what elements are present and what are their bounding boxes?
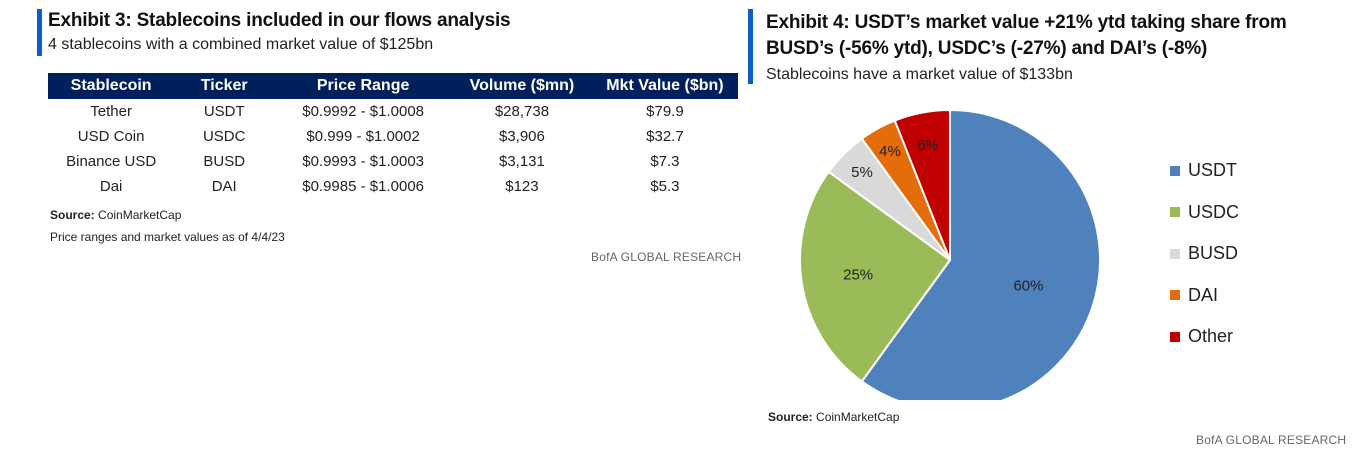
pie-slices [799, 108, 1101, 400]
left-exhibit-title: Exhibit 3: Stablecoins included in our f… [48, 10, 511, 31]
pie-label-usdt: 60% [1013, 277, 1043, 294]
cell-ticker: USDC [202, 128, 246, 145]
table-row: Binance USD BUSD $0.9993 - $1.0003 $3,13… [48, 149, 738, 174]
cell-price-range: $0.999 - $1.0002 [306, 128, 420, 145]
right-exhibit-title-line2: BUSD’s (-56% ytd), USDC’s (-27%) and DAI… [766, 38, 1208, 59]
cell-ticker: BUSD [203, 153, 246, 170]
legend-label: DAI [1188, 284, 1219, 305]
cell-stablecoin: Binance USD [66, 153, 157, 170]
legend-item-other: Other [1170, 316, 1239, 358]
legend-label: USDT [1188, 160, 1237, 181]
cell-volume: $3,906 [498, 128, 545, 145]
table-header-row: Stablecoin Ticker Price Range Volume ($m… [48, 73, 738, 99]
left-source: Source: CoinMarketCap [50, 208, 181, 222]
legend-swatch [1170, 248, 1180, 259]
table-row: Tether USDT $0.9992 - $1.0008 $28,738 $7… [48, 99, 738, 124]
cell-mkt-value: $7.3 [650, 153, 680, 170]
cell-mkt-value: $79.9 [646, 103, 684, 120]
legend-item-busd: BUSD [1170, 233, 1239, 275]
chart-legend: USDT USDC BUSD DAI Other [1170, 150, 1239, 358]
right-source: Source: CoinMarketCap [768, 410, 899, 424]
cell-price-range: $0.9992 - $1.0008 [302, 103, 425, 120]
left-source-label: Source: [50, 208, 95, 222]
cell-mkt-value: $5.3 [650, 178, 680, 195]
cell-price-range: $0.9993 - $1.0003 [302, 153, 425, 170]
col-header-stablecoin: Stablecoin [48, 73, 175, 99]
right-source-text: CoinMarketCap [816, 410, 900, 424]
pie-label-other: 6% [917, 137, 939, 154]
cell-mkt-value: $32.7 [646, 128, 684, 145]
legend-item-usdc: USDC [1170, 192, 1239, 234]
stablecoin-table: Stablecoin Ticker Price Range Volume ($m… [48, 73, 738, 199]
left-source-text: CoinMarketCap [98, 208, 182, 222]
legend-swatch [1170, 165, 1180, 176]
cell-stablecoin: Dai [99, 178, 123, 195]
cell-volume: $28,738 [494, 103, 550, 120]
pie-label-usdc: 25% [843, 267, 873, 284]
legend-swatch [1170, 207, 1180, 218]
right-bofa-credit: BofA GLOBAL RESEARCH [1196, 433, 1347, 447]
legend-swatch [1170, 331, 1180, 342]
pie-labels: 60% 25% 5% 4% 6% [843, 137, 1043, 294]
table-row: USD Coin USDC $0.999 - $1.0002 $3,906 $3… [48, 124, 738, 149]
cell-volume: $123 [505, 178, 539, 195]
legend-label: Other [1188, 326, 1234, 347]
right-exhibit-title-line1: Exhibit 4: USDT’s market value +21% ytd … [766, 12, 1287, 33]
pie-chart: 60% 25% 5% 4% 6% [799, 108, 1101, 400]
right-exhibit-subtitle: Stablecoins have a market value of $133b… [766, 66, 1073, 83]
left-exhibit-subtitle: 4 stablecoins with a combined market val… [48, 36, 434, 53]
left-accent-bar [37, 9, 42, 56]
col-header-volume: Volume ($mn) [452, 73, 592, 99]
table-row: Dai DAI $0.9985 - $1.0006 $123 $5.3 [48, 174, 738, 199]
pie-label-busd: 5% [851, 164, 873, 181]
legend-item-usdt: USDT [1170, 150, 1239, 192]
col-header-mkt-value: Mkt Value ($bn) [591, 73, 738, 99]
legend-label: USDC [1188, 201, 1240, 222]
pie-slice-usdc [799, 170, 952, 383]
right-accent-bar [748, 9, 753, 84]
cell-price-range: $0.9985 - $1.0006 [302, 178, 425, 195]
legend-swatch [1170, 290, 1180, 301]
cell-volume: $3,131 [498, 153, 545, 170]
cell-ticker: USDT [203, 103, 245, 120]
cell-stablecoin: USD Coin [77, 128, 145, 145]
legend-item-dai: DAI [1170, 275, 1239, 317]
col-header-price-range: Price Range [274, 73, 453, 99]
left-bofa-credit: BofA GLOBAL RESEARCH [591, 250, 742, 264]
pie-label-dai: 4% [879, 143, 901, 160]
cell-ticker: DAI [211, 178, 237, 195]
pie-slice-usdt [860, 108, 1101, 400]
right-source-label: Source: [768, 410, 813, 424]
left-note: Price ranges and market values as of 4/4… [50, 230, 285, 244]
legend-label: BUSD [1188, 243, 1239, 264]
cell-stablecoin: Tether [90, 103, 132, 120]
col-header-ticker: Ticker [174, 73, 275, 99]
pie-slice-other [893, 108, 951, 261]
